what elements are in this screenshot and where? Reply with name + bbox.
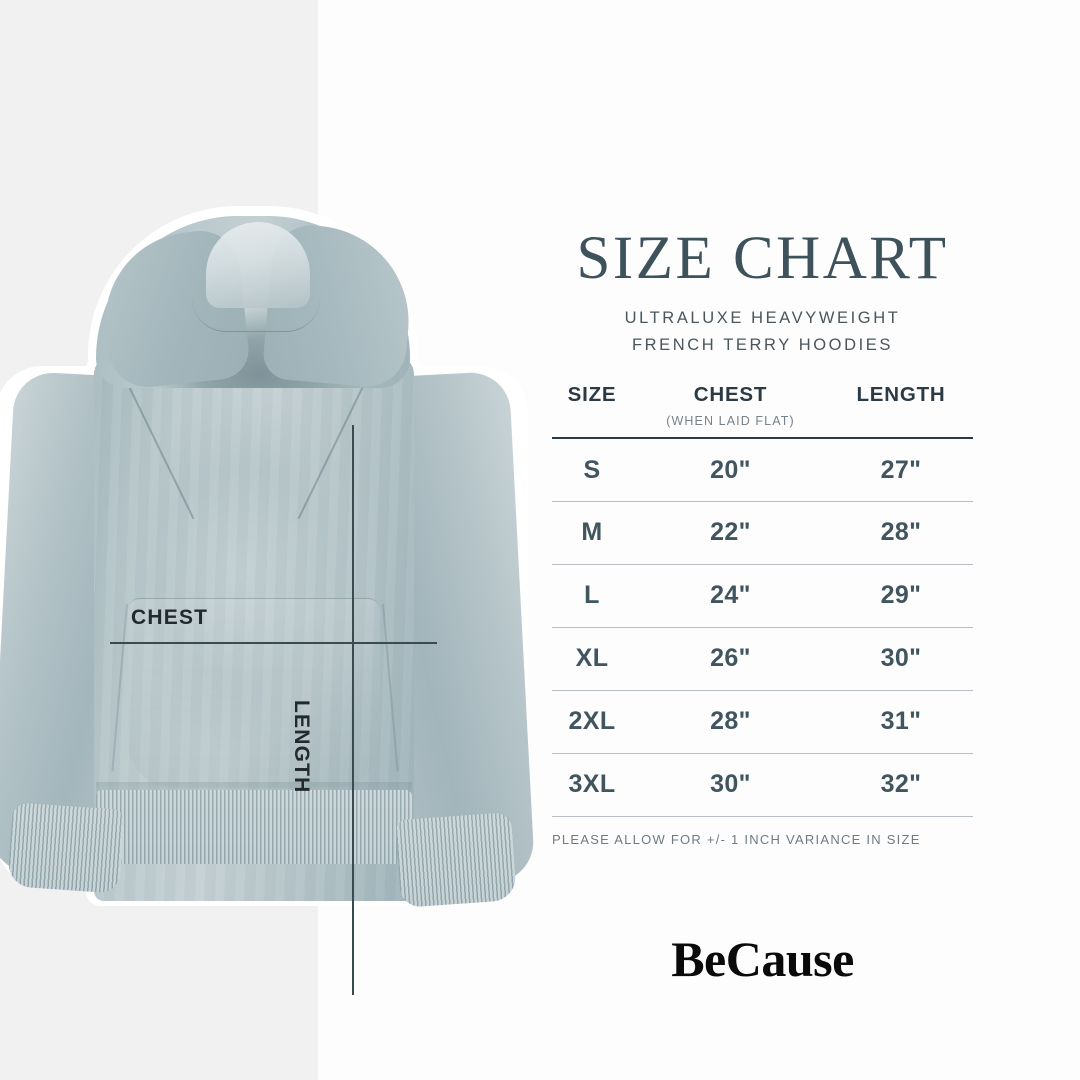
chest-measurement-line xyxy=(110,642,437,644)
cell-chest: 26" xyxy=(710,644,751,673)
chest-measurement-label: CHEST xyxy=(131,606,209,629)
cell-chest: 30" xyxy=(710,770,751,799)
column-header-length: LENGTH xyxy=(829,383,973,438)
cell-size: 2XL xyxy=(568,707,616,736)
cell-size: M xyxy=(581,518,603,547)
table-row: S 20" 27" xyxy=(552,438,973,502)
column-header-chest: CHEST (WHEN LAID FLAT) xyxy=(632,383,829,438)
ribbed-hem xyxy=(96,790,412,864)
hood-lining xyxy=(206,222,310,308)
cell-length: 31" xyxy=(880,707,922,736)
length-measurement-line xyxy=(352,425,354,995)
table-row: XL 26" 30" xyxy=(552,627,973,691)
size-table-body: S 20" 27" M 22" 28" L 24" 29" XL 26" xyxy=(552,438,973,817)
cell-chest: 28" xyxy=(710,707,751,736)
column-header-length-label: LENGTH xyxy=(856,383,946,407)
column-header-size-label: SIZE xyxy=(567,383,617,407)
size-variance-disclaimer: PLEASE ALLOW FOR +/- 1 INCH VARIANCE IN … xyxy=(552,831,921,847)
cell-size: 3XL xyxy=(568,770,616,799)
cell-size: S xyxy=(583,455,601,484)
table-row: 2XL 28" 31" xyxy=(552,690,973,754)
cell-size: XL xyxy=(575,644,609,673)
table-row: L 24" 29" xyxy=(552,564,973,628)
column-header-size: SIZE xyxy=(552,383,632,438)
cell-length: 29" xyxy=(880,581,922,610)
size-table: SIZE CHEST (WHEN LAID FLAT) LENGTH S 20"… xyxy=(552,383,973,817)
table-row: M 22" 28" xyxy=(552,501,973,565)
column-header-chest-sublabel: (WHEN LAID FLAT) xyxy=(666,414,795,429)
page-title: SIZE CHART xyxy=(576,225,949,292)
cell-length: 27" xyxy=(880,455,922,484)
brand-logo: BeCause xyxy=(671,931,854,987)
neckline-seam xyxy=(192,298,320,332)
product-image-panel: CHEST LENGTH xyxy=(0,170,545,995)
right-cuff xyxy=(395,812,517,908)
cell-size: L xyxy=(584,581,600,610)
page-subtitle: ULTRALUXE HEAVYWEIGHT FRENCH TERRY HOODI… xyxy=(552,305,973,358)
cell-length: 28" xyxy=(880,518,922,547)
chart-content-column: SIZE CHART ULTRALUXE HEAVYWEIGHT FRENCH … xyxy=(552,0,973,1080)
subtitle-line-1: ULTRALUXE HEAVYWEIGHT xyxy=(624,309,901,327)
hoodie-illustration: CHEST LENGTH xyxy=(0,170,545,995)
cell-chest: 20" xyxy=(710,455,751,484)
cell-chest: 24" xyxy=(710,581,751,610)
kangaroo-pocket xyxy=(128,598,380,788)
column-header-chest-label: CHEST xyxy=(693,383,768,407)
length-measurement-label: LENGTH xyxy=(290,700,313,794)
table-header-row: SIZE CHEST (WHEN LAID FLAT) LENGTH xyxy=(552,383,973,439)
table-row: 3XL 30" 32" xyxy=(552,753,973,817)
cell-chest: 22" xyxy=(710,518,751,547)
cell-length: 30" xyxy=(880,644,922,673)
left-cuff xyxy=(7,802,125,894)
cell-length: 32" xyxy=(880,770,922,799)
subtitle-line-2: FRENCH TERRY HOODIES xyxy=(631,335,894,354)
